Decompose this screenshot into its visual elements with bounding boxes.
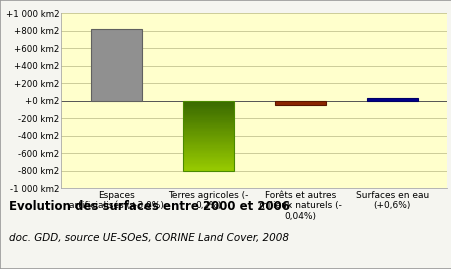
Bar	[183, 132, 233, 133]
Bar	[183, 118, 233, 119]
Bar	[183, 124, 233, 125]
Bar	[183, 139, 233, 140]
Bar	[183, 166, 233, 167]
Bar	[183, 111, 233, 112]
Bar	[183, 131, 233, 132]
Bar	[183, 163, 233, 164]
Bar	[183, 133, 233, 135]
Text: doc. GDD, source UE-SOeS, CORINE Land Cover, 2008: doc. GDD, source UE-SOeS, CORINE Land Co…	[9, 233, 288, 243]
Bar	[183, 157, 233, 158]
Bar	[183, 143, 233, 144]
Bar	[183, 144, 233, 145]
Bar	[183, 109, 233, 110]
Bar	[183, 153, 233, 154]
Bar	[183, 128, 233, 129]
Bar	[366, 98, 417, 101]
Bar	[183, 158, 233, 159]
Bar	[183, 116, 233, 117]
Bar	[183, 105, 233, 107]
Bar	[183, 159, 233, 160]
Text: Evolution des surfaces entre 2000 et 2006: Evolution des surfaces entre 2000 et 200…	[9, 200, 290, 213]
Bar	[183, 146, 233, 147]
Bar	[183, 167, 233, 168]
Bar	[183, 151, 233, 152]
Bar	[183, 170, 233, 171]
Bar	[183, 145, 233, 146]
Bar	[183, 150, 233, 151]
Bar	[183, 115, 233, 116]
Bar	[183, 114, 233, 115]
Bar	[183, 135, 233, 136]
Bar	[183, 137, 233, 138]
Bar	[183, 122, 233, 123]
Bar	[183, 110, 233, 111]
Bar	[183, 107, 233, 108]
Bar	[183, 102, 233, 103]
Bar	[183, 168, 233, 170]
Bar	[183, 108, 233, 109]
Bar	[183, 160, 233, 161]
Bar	[91, 29, 141, 101]
Bar	[183, 165, 233, 166]
Bar	[183, 140, 233, 142]
Bar	[183, 117, 233, 118]
Bar	[183, 112, 233, 114]
Bar	[183, 129, 233, 130]
Bar	[183, 154, 233, 156]
Bar	[183, 121, 233, 122]
Bar	[183, 142, 233, 143]
Bar	[183, 119, 233, 121]
Bar	[183, 101, 233, 171]
Bar	[183, 101, 233, 102]
Bar	[183, 123, 233, 124]
Bar	[183, 147, 233, 149]
Bar	[183, 103, 233, 104]
Bar	[183, 130, 233, 131]
Bar	[183, 104, 233, 105]
Bar	[183, 126, 233, 128]
Bar	[183, 136, 233, 137]
Bar	[274, 101, 325, 105]
Bar	[183, 138, 233, 139]
Bar	[183, 164, 233, 165]
Bar	[183, 149, 233, 150]
Bar	[183, 161, 233, 163]
Bar	[183, 156, 233, 157]
Bar	[183, 152, 233, 153]
Bar	[183, 125, 233, 126]
